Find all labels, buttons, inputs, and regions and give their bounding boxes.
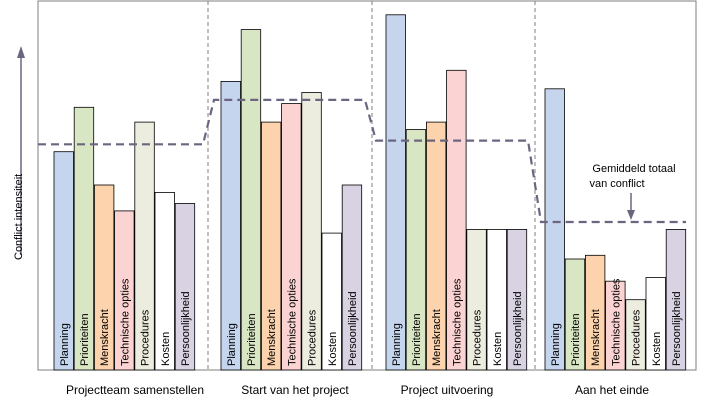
bar-start-van-het-project-procedures: [301, 92, 322, 371]
y-axis: Conflict intensiteit: [13, 46, 25, 260]
bar-projectteam-samenstellen-planning: [53, 151, 74, 371]
bar-label-projectteam-samenstellen-technische-opties: Technische opties: [119, 278, 131, 366]
bar-project-uitvoering-planning: [385, 14, 406, 371]
bar-label-project-uitvoering-planning: Planning: [391, 323, 403, 366]
annotation: Gemiddeld totaal van conflict: [589, 163, 676, 220]
bar-aan-het-einde-planning: [544, 88, 565, 371]
bar-start-van-het-project-planning: [220, 81, 241, 371]
average-line-group: [38, 98, 686, 224]
bar-label-aan-het-einde-menskracht: Menskracht: [590, 309, 602, 366]
bar-label-start-van-het-project-technische-opties: Technische opties: [286, 278, 298, 366]
bar-label-projectteam-samenstellen-procedures: Procedures: [140, 309, 152, 366]
bar-project-uitvoering-procedures: [466, 228, 487, 371]
bar-project-uitvoering-persoonlijkheid: [506, 228, 528, 371]
bar-label-project-uitvoering-menskracht: Menskracht: [431, 309, 443, 366]
bar-label-aan-het-einde-prioriteiten: Prioriteiten: [570, 313, 582, 366]
bar-aan-het-einde-kosten: [645, 277, 666, 371]
bar-label-start-van-het-project-prioriteiten: Prioriteiten: [246, 313, 258, 366]
bar-label-projectteam-samenstellen-persoonlijkheid: Persoonlijkheid: [180, 291, 192, 366]
bar-label-project-uitvoering-technische-opties: Technische opties: [451, 278, 463, 366]
bar-project-uitvoering-prioriteiten: [405, 129, 427, 371]
bar-projectteam-samenstellen-procedures: [134, 121, 155, 371]
category-label-start-van-het-project: Start van het project: [241, 383, 349, 397]
bar-projectteam-samenstellen-technische-opties: [114, 210, 135, 371]
bar-label-projectteam-samenstellen-prioriteiten: Prioriteiten: [79, 313, 91, 366]
bar-label-aan-het-einde-planning: Planning: [550, 323, 562, 366]
category-labels: Projectteam samenstellen Start van het pr…: [66, 383, 649, 397]
average-total-line: [38, 98, 686, 224]
bar-label-project-uitvoering-persoonlijkheid: Persoonlijkheid: [512, 291, 524, 366]
bar-label-project-uitvoering-prioriteiten: Prioriteiten: [411, 313, 423, 366]
bar-aan-het-einde-procedures: [625, 299, 646, 371]
bar-start-van-het-project-technische-opties: [281, 103, 302, 371]
bar-start-van-het-project-menskracht: [260, 121, 282, 371]
bar-aan-het-einde-prioriteiten: [564, 258, 586, 371]
bar-start-van-het-project-prioriteiten: [240, 29, 262, 371]
bar-start-van-het-project-kosten: [321, 232, 342, 371]
category-label-aan-het-einde: Aan het einde: [575, 383, 649, 397]
bar-project-uitvoering-menskracht: [425, 121, 447, 371]
bar-label-project-uitvoering-procedures: Procedures: [472, 309, 484, 366]
bar-aan-het-einde-persoonlijkheid: [665, 228, 687, 371]
bar-label-start-van-het-project-kosten: Kosten: [327, 332, 339, 366]
category-label-projectteam-samenstellen: Projectteam samenstellen: [66, 383, 204, 397]
annotation-line-2: van conflict: [589, 178, 644, 190]
bar-label-aan-het-einde-persoonlijkheid: Persoonlijkheid: [671, 291, 683, 366]
bar-label-project-uitvoering-kosten: Kosten: [492, 332, 504, 366]
bar-project-uitvoering-kosten: [486, 228, 507, 371]
bar-start-van-het-project-persoonlijkheid: [341, 184, 363, 371]
bar-label-aan-het-einde-kosten: Kosten: [651, 332, 663, 366]
bar-project-uitvoering-technische-opties: [446, 69, 467, 371]
bar-label-start-van-het-project-planning: Planning: [226, 323, 238, 366]
bar-projectteam-samenstellen-persoonlijkheid: [174, 203, 196, 371]
y-axis-arrowhead-icon: [17, 46, 25, 58]
bar-label-start-van-het-project-menskracht: Menskracht: [266, 309, 278, 366]
bar-label-projectteam-samenstellen-planning: Planning: [59, 323, 71, 366]
bar-label-projectteam-samenstellen-menskracht: Menskracht: [99, 309, 111, 366]
bar-label-aan-het-einde-technische-opties: Technische opties: [610, 278, 622, 366]
category-label-project-uitvoering: Project uitvoering: [401, 383, 494, 397]
bar-label-aan-het-einde-procedures: Procedures: [631, 309, 643, 366]
bar-projectteam-samenstellen-menskracht: [94, 184, 115, 371]
bars: Planning Prioriteiten Menskracht Technische…: [53, 14, 687, 371]
annotation-arrowhead-icon: [627, 210, 635, 220]
bar-aan-het-einde-technische-opties: [605, 280, 626, 371]
bar-label-start-van-het-project-procedures: Procedures: [307, 309, 319, 366]
y-axis-label: Conflict intensiteit: [13, 174, 25, 260]
bar-projectteam-samenstellen-prioriteiten: [73, 106, 95, 371]
bar-projectteam-samenstellen-kosten: [154, 191, 175, 371]
bar-label-projectteam-samenstellen-kosten: Kosten: [160, 332, 172, 366]
annotation-line-1: Gemiddeld totaal: [592, 163, 675, 175]
bar-label-start-van-het-project-persoonlijkheid: Persoonlijkheid: [347, 291, 359, 366]
bar-aan-het-einde-menskracht: [585, 254, 606, 371]
